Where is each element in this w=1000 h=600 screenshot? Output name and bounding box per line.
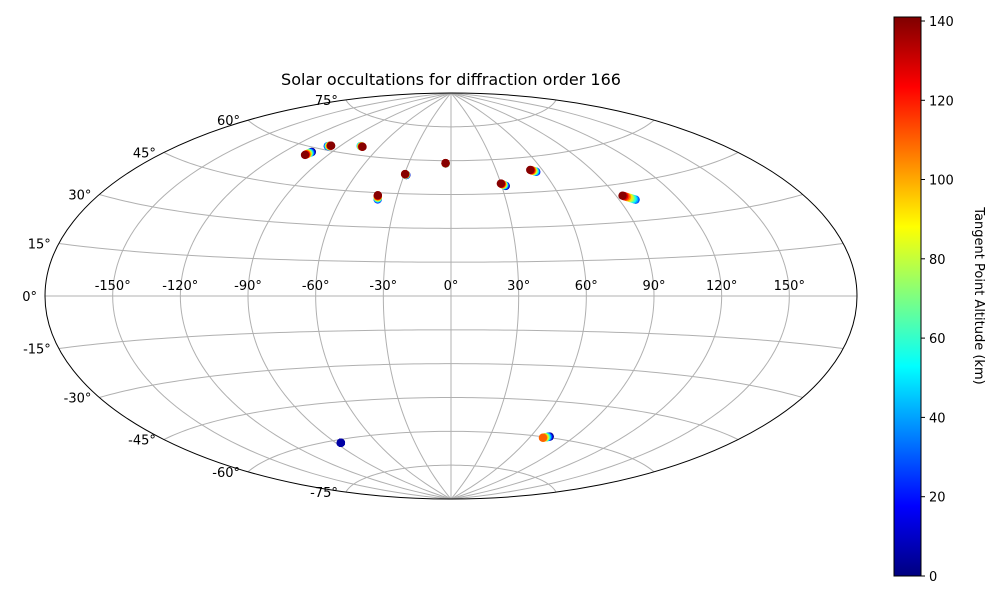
y-tick-label: 45° <box>133 147 156 162</box>
colorbar-tick-label: 100 <box>929 174 954 189</box>
y-tick-label: -45° <box>128 434 156 449</box>
colorbar-tick-label: 0 <box>929 570 937 585</box>
x-tick-label: 60° <box>575 279 598 294</box>
y-tick-label: 75° <box>315 94 338 109</box>
parallel-line <box>345 99 557 128</box>
projection-boundary <box>44 92 858 500</box>
occultation-point <box>400 169 410 179</box>
parallel-line <box>247 430 655 473</box>
colorbar-ticks: 0 20 40 60 80 100 120 140 <box>921 15 954 585</box>
parallel-line <box>163 396 739 440</box>
occultation-point <box>496 179 506 188</box>
occultation-point <box>326 141 336 150</box>
y-tick-label: 60° <box>217 114 240 129</box>
parallel-line <box>99 194 803 229</box>
longitude-tick-labels: -150° -120° -90° -60° -30° 0° 30° 60° 90° 120° 150… <box>95 279 805 294</box>
x-tick-label: 120° <box>706 279 737 294</box>
x-tick-label: -120° <box>162 279 198 294</box>
y-tick-label: -75° <box>310 486 338 501</box>
colorbar-tick-label: 60 <box>929 332 946 347</box>
chart-title: Solar occultations for diffraction order… <box>281 70 621 89</box>
x-tick-label: -60° <box>302 279 330 294</box>
colorbar <box>893 16 922 577</box>
occultation-points <box>300 141 640 448</box>
colorbar-tick-label: 20 <box>929 491 946 506</box>
occultation-point <box>618 191 627 200</box>
colorbar-tick-label: 140 <box>929 15 954 30</box>
parallel-line <box>247 119 655 162</box>
parallel-line <box>163 152 739 196</box>
x-tick-label: -30° <box>369 279 397 294</box>
y-tick-label: -60° <box>212 466 240 481</box>
parallel-line <box>58 242 844 263</box>
graticule-grid <box>45 92 857 500</box>
occultation-point <box>336 438 346 448</box>
y-tick-label: -30° <box>64 392 92 407</box>
y-tick-label: 30° <box>68 189 91 204</box>
x-tick-label: 90° <box>642 279 665 294</box>
occultation-point <box>358 142 367 152</box>
colorbar-tick-label: 120 <box>929 94 954 109</box>
x-tick-label: 150° <box>774 279 805 294</box>
colorbar-tick-label: 80 <box>929 253 946 268</box>
parallel-line <box>58 329 844 350</box>
x-tick-label: 30° <box>507 279 530 294</box>
parallel-line <box>99 363 803 398</box>
occultation-point <box>441 158 450 168</box>
occultation-point <box>538 433 548 442</box>
y-tick-label: -15° <box>23 343 51 358</box>
y-tick-label: 15° <box>28 238 51 253</box>
occultation-point <box>526 165 535 175</box>
colorbar-tick-label: 40 <box>929 411 946 426</box>
occultation-point <box>300 150 310 160</box>
latitude-tick-labels: -75° -60° -45° -30° -15° 0° 15° 30° 45° 60° 75° <box>22 94 338 501</box>
colorbar-label: Tangent Point Altitude (km) <box>971 206 986 384</box>
occultation-point <box>373 191 383 200</box>
x-tick-label: -90° <box>234 279 262 294</box>
y-tick-label: 0° <box>22 290 37 305</box>
parallel-line <box>345 464 557 493</box>
x-tick-label: 0° <box>444 279 459 294</box>
x-tick-label: -150° <box>95 279 131 294</box>
